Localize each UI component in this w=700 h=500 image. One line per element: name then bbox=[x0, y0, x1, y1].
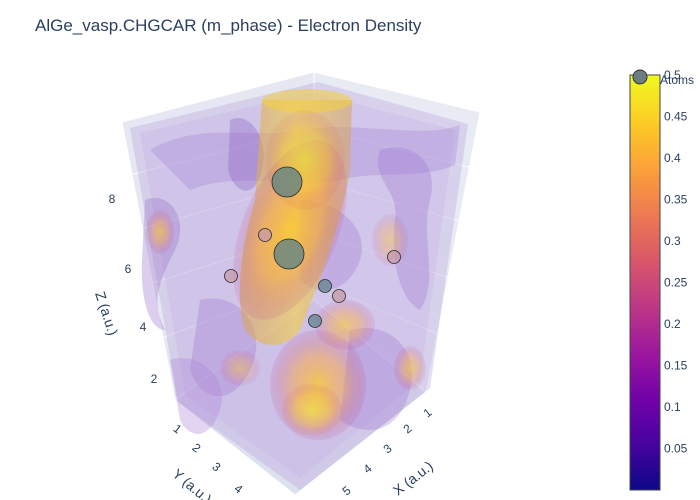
x-tick: 3 bbox=[381, 441, 395, 456]
colorbar-tick: 0.35 bbox=[664, 193, 688, 207]
z-tick: 4 bbox=[140, 320, 147, 334]
atom-marker[interactable] bbox=[387, 250, 401, 264]
x-tick: 1 bbox=[421, 405, 435, 420]
z-tick: 8 bbox=[109, 192, 116, 206]
colorbar-tick: 0.4 bbox=[664, 151, 681, 165]
atom-marker[interactable] bbox=[258, 228, 272, 242]
colorbar-tick: 0.5 bbox=[664, 68, 681, 82]
colorbar: 0.05 0.1 0.15 0.2 0.25 0.3 0.35 0.4 0.45 0.5 bbox=[629, 68, 688, 491]
y-tick: 1 bbox=[171, 421, 185, 436]
z-tick: 6 bbox=[125, 262, 132, 276]
colorbar-tick: 0.2 bbox=[664, 317, 681, 331]
atom-marker[interactable] bbox=[308, 314, 322, 328]
legend-atom-marker bbox=[632, 69, 648, 85]
z-tick: 2 bbox=[151, 372, 158, 386]
atoms-trace[interactable] bbox=[224, 166, 401, 328]
atom-marker[interactable] bbox=[332, 289, 346, 303]
colorbar-tick: 0.25 bbox=[664, 276, 688, 290]
x-tick: 5 bbox=[340, 483, 354, 498]
colorbar-tick: 0.05 bbox=[664, 442, 688, 456]
colorbar-fill bbox=[629, 74, 661, 491]
atom-marker[interactable] bbox=[273, 238, 305, 270]
legend[interactable]: Atoms bbox=[632, 69, 694, 87]
z-axis-label: Z (a.u.) bbox=[92, 290, 121, 338]
y-tick: 2 bbox=[190, 440, 204, 455]
colorbar-tick: 0.3 bbox=[664, 234, 681, 248]
y-tick: 4 bbox=[232, 481, 246, 496]
chart-title: AlGe_vasp.CHGCAR (m_phase) - Electron De… bbox=[35, 16, 422, 35]
y-axis-label: Y (a.u.) bbox=[170, 465, 215, 500]
colorbar-tick: 0.15 bbox=[664, 359, 688, 373]
atom-marker[interactable] bbox=[271, 166, 303, 198]
colorbar-tick: 0.1 bbox=[664, 400, 681, 414]
atom-marker[interactable] bbox=[224, 269, 238, 283]
atom-marker[interactable] bbox=[318, 279, 332, 293]
x-tick: 2 bbox=[401, 421, 415, 436]
x-tick: 4 bbox=[361, 461, 375, 476]
x-axis-label: X (a.u.) bbox=[390, 458, 436, 499]
colorbar-tick: 0.45 bbox=[664, 110, 688, 124]
y-tick: 3 bbox=[210, 459, 224, 474]
legend-entry-atoms[interactable]: Atoms bbox=[660, 73, 694, 87]
